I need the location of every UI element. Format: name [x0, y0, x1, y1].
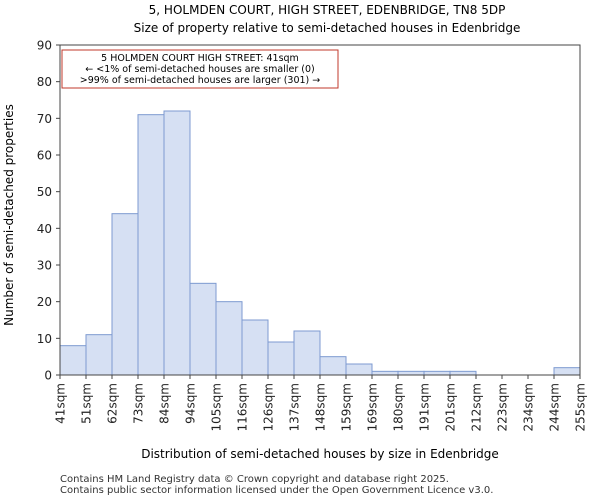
annotation-box: 5 HOLMDEN COURT HIGH STREET: 41sqm ← <1%… [61, 49, 339, 89]
annotation-line-larger: >99% of semi-detached houses are larger … [80, 75, 321, 86]
y-tick-label: 90 [37, 39, 52, 53]
chart-subtitle: Size of property relative to semi-detach… [134, 21, 521, 35]
bar-41sqm [59, 345, 87, 376]
y-axis: 0 10 20 30 40 50 60 70 80 90 [37, 39, 60, 383]
chart-title: 5, HOLMDEN COURT, HIGH STREET, EDENBRIDG… [149, 3, 506, 17]
x-tick-label: 73sqm [132, 383, 146, 424]
bars-group [59, 110, 581, 376]
bar-94sqm [189, 282, 217, 376]
x-tick-label: 223sqm [496, 383, 510, 431]
bar-244sqm [553, 367, 581, 376]
plot-area-frame [59, 44, 581, 376]
x-axis-label: Distribution of semi-detached houses by … [141, 447, 499, 461]
y-tick-label: 40 [37, 222, 52, 236]
bar-105sqm [215, 301, 243, 376]
annotation-frame [61, 49, 339, 89]
x-tick-label: 201sqm [444, 383, 458, 431]
x-tick-label: 116sqm [236, 383, 250, 431]
y-tick-label: 20 [37, 295, 52, 309]
bar-126sqm [267, 341, 295, 376]
y-tick-label: 70 [37, 112, 52, 126]
x-tick-label: 84sqm [158, 383, 172, 424]
bar-169sqm [371, 370, 399, 376]
x-tick-label: 94sqm [184, 383, 198, 424]
x-tick-label: 41sqm [54, 383, 68, 424]
bar-159sqm [345, 363, 373, 376]
x-tick-label: 191sqm [418, 383, 432, 431]
x-tick-label: 244sqm [548, 383, 562, 431]
y-tick-label: 10 [37, 332, 52, 346]
y-tick-label: 60 [37, 149, 52, 163]
x-tick-label: 169sqm [366, 383, 380, 431]
bar-116sqm [241, 319, 269, 376]
x-tick-label: 62sqm [106, 383, 120, 424]
x-axis: 41sqm 51sqm 62sqm 73sqm 84sqm 94sqm 105sqm 116s… [54, 375, 588, 431]
bar-137sqm [293, 330, 321, 376]
y-axis-label: Number of semi-detached properties [2, 104, 16, 326]
footer-copyright: Contains HM Land Registry data © Crown c… [60, 474, 449, 485]
x-tick-label: 212sqm [470, 383, 484, 431]
x-tick-label: 126sqm [262, 383, 276, 431]
y-tick-label: 80 [37, 75, 52, 89]
bar-73sqm [137, 114, 165, 376]
x-tick-label: 159sqm [340, 383, 354, 431]
bar-62sqm [111, 213, 139, 376]
annotation-line-smaller: ← <1% of semi-detached houses are smalle… [85, 64, 314, 75]
footer-licence: Contains public sector information licen… [60, 485, 494, 496]
x-tick-label: 148sqm [314, 383, 328, 431]
x-tick-label: 180sqm [392, 383, 406, 431]
bar-51sqm [85, 334, 113, 376]
bar-201sqm [449, 370, 477, 376]
y-tick-label: 0 [44, 369, 52, 383]
x-tick-label: 51sqm [80, 383, 94, 424]
bar-191sqm [423, 370, 451, 376]
y-tick-label: 30 [37, 259, 52, 273]
bar-84sqm [163, 110, 191, 376]
x-tick-label: 137sqm [288, 383, 302, 431]
x-tick-label: 234sqm [522, 383, 536, 431]
annotation-line-property: 5 HOLMDEN COURT HIGH STREET: 41sqm [101, 53, 299, 64]
bar-148sqm [319, 356, 347, 376]
bar-180sqm [397, 370, 425, 376]
x-tick-label: 105sqm [210, 383, 224, 431]
x-tick-label: 255sqm [574, 383, 588, 431]
y-tick-label: 50 [37, 185, 52, 199]
